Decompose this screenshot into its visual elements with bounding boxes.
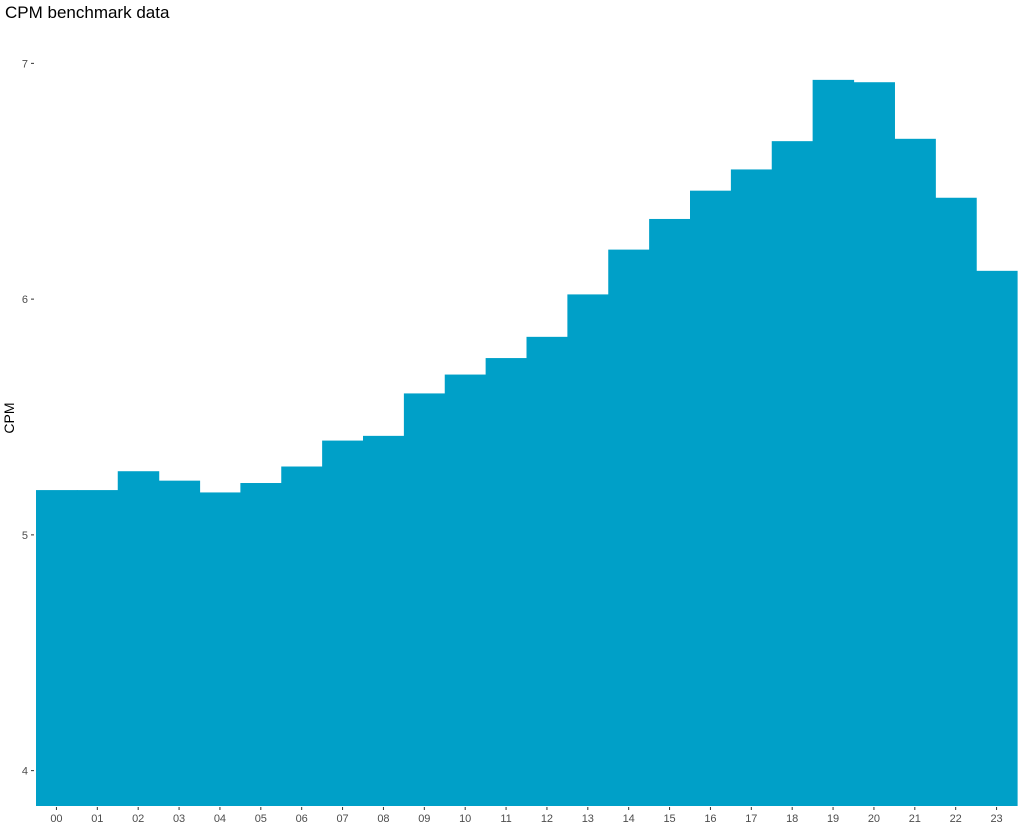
x-tick-label: 22 bbox=[950, 813, 962, 825]
bar-23 bbox=[976, 270, 1018, 807]
x-tick-label: 19 bbox=[827, 813, 839, 825]
bar-03 bbox=[158, 480, 201, 806]
y-tick-label: 5 bbox=[22, 530, 28, 542]
bar-17 bbox=[730, 169, 773, 806]
bar-12 bbox=[526, 336, 568, 806]
x-tick-label: 14 bbox=[623, 813, 635, 825]
bar-07 bbox=[322, 440, 364, 806]
bar-16 bbox=[690, 190, 732, 807]
chart-title: CPM benchmark data bbox=[5, 3, 170, 22]
y-tick-label: 7 bbox=[22, 58, 28, 70]
bar-01 bbox=[76, 490, 119, 806]
bar-15 bbox=[649, 218, 691, 806]
y-tick-label: 6 bbox=[22, 294, 28, 306]
bar-22 bbox=[935, 197, 977, 806]
bar-11 bbox=[485, 358, 528, 806]
bar-19 bbox=[812, 79, 855, 807]
bar-18 bbox=[771, 141, 814, 806]
y-tick-label: 4 bbox=[22, 766, 28, 778]
x-tick-label: 23 bbox=[990, 813, 1002, 825]
bars-layer bbox=[36, 79, 1018, 807]
bar-14 bbox=[608, 249, 650, 807]
x-tick-label: 00 bbox=[50, 813, 62, 825]
x-tick-label: 08 bbox=[377, 813, 389, 825]
x-tick-label: 16 bbox=[704, 813, 716, 825]
x-tick-label: 09 bbox=[418, 813, 430, 825]
y-axis: 4 5 6 7 bbox=[22, 58, 34, 778]
x-tick-label: 02 bbox=[132, 813, 144, 825]
bar-21 bbox=[894, 138, 936, 806]
bar-02 bbox=[117, 471, 160, 806]
bar-20 bbox=[853, 82, 895, 807]
x-tick-label: 01 bbox=[91, 813, 103, 825]
x-tick-label: 17 bbox=[745, 813, 757, 825]
x-tick-label: 04 bbox=[214, 813, 226, 825]
x-tick-label: 20 bbox=[868, 813, 880, 825]
x-axis: 00 01 02 03 04 05 06 07 08 09 10 11 12 13 14 15 16 17 18 19… bbox=[50, 807, 1003, 825]
x-tick-label: 21 bbox=[909, 813, 921, 825]
x-tick-label: 11 bbox=[500, 813, 511, 825]
x-tick-label: 18 bbox=[786, 813, 798, 825]
x-tick-label: 12 bbox=[541, 813, 553, 825]
bar-04 bbox=[199, 492, 241, 806]
x-tick-label: 07 bbox=[336, 813, 348, 825]
x-tick-label: 06 bbox=[296, 813, 308, 825]
bar-13 bbox=[567, 294, 609, 806]
bar-06 bbox=[281, 466, 323, 806]
x-tick-label: 13 bbox=[582, 813, 594, 825]
x-tick-label: 05 bbox=[255, 813, 267, 825]
bar-05 bbox=[240, 483, 282, 806]
x-tick-label: 15 bbox=[663, 813, 675, 825]
x-tick-label: 03 bbox=[173, 813, 185, 825]
bar-10 bbox=[444, 374, 487, 806]
bar-00 bbox=[36, 490, 78, 806]
bar-08 bbox=[363, 435, 405, 806]
y-axis-title: CPM bbox=[1, 402, 17, 433]
x-tick-label: 10 bbox=[459, 813, 471, 825]
bar-09 bbox=[403, 393, 446, 806]
